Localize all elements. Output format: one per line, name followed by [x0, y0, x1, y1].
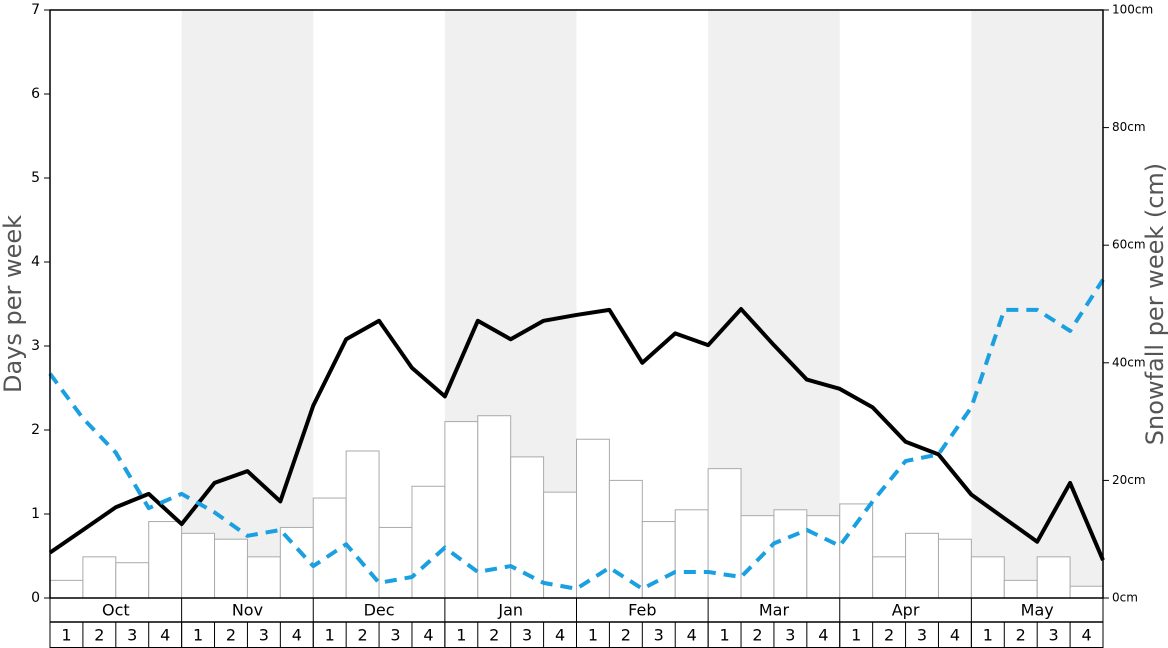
line [48, 307, 1105, 561]
week-label: 2 [1016, 626, 1026, 645]
bar [970, 556, 1005, 599]
month-label: May [1021, 601, 1054, 620]
week-label: 4 [818, 626, 828, 645]
bar [1003, 579, 1038, 599]
month-label: Feb [628, 601, 656, 620]
week-label: 4 [950, 626, 960, 645]
bar [707, 468, 742, 599]
week-label: 4 [555, 626, 565, 645]
week-label: 1 [193, 626, 203, 645]
bar [444, 421, 479, 599]
bar [740, 515, 775, 599]
week-label: 3 [390, 626, 400, 645]
y2-tick-label: 60cm [1112, 238, 1146, 252]
week-label: 1 [325, 626, 335, 645]
week-label: 2 [226, 626, 236, 645]
week-label: 2 [884, 626, 894, 645]
week-label: 3 [1049, 626, 1059, 645]
month-label: Nov [232, 601, 263, 620]
bar [937, 538, 972, 599]
bar [181, 532, 216, 599]
week-label: 2 [752, 626, 762, 645]
month-label: Apr [892, 601, 920, 620]
bar [115, 562, 150, 599]
y-tick-label: 6 [31, 86, 40, 102]
week-label: 4 [160, 626, 170, 645]
y2-tick-label: 40cm [1112, 355, 1146, 369]
week-label: 4 [423, 626, 433, 645]
bar [82, 556, 117, 599]
week-label: 3 [259, 626, 269, 645]
week-label: 3 [785, 626, 795, 645]
y-tick-label: 0 [31, 590, 40, 606]
y-axis-label: Days per week [0, 215, 27, 393]
month-label: Mar [759, 601, 790, 620]
bar [214, 538, 248, 599]
week-label: 2 [489, 626, 499, 645]
bar [576, 438, 610, 599]
week-label: 1 [719, 626, 729, 645]
week-label: 2 [358, 626, 368, 645]
y-tick-label: 4 [31, 254, 40, 270]
week-label: 3 [917, 626, 927, 645]
week-label: 4 [292, 626, 302, 645]
week-label: 1 [61, 626, 71, 645]
y-tick-label: 3 [31, 338, 40, 354]
bar [49, 579, 84, 599]
month-band [181, 10, 314, 598]
bar [510, 456, 545, 599]
bar [872, 556, 907, 599]
week-label: 1 [588, 626, 598, 645]
week-label: 4 [1081, 626, 1091, 645]
month-label: Oct [102, 601, 130, 620]
week-label: 2 [621, 626, 631, 645]
bar [641, 521, 676, 599]
week-label: 1 [983, 626, 993, 645]
y2-tick-label: 80cm [1112, 120, 1146, 134]
week-label: 3 [654, 626, 664, 645]
y2-tick-label: 0cm [1112, 591, 1138, 605]
y2-tick-label: 20cm [1112, 473, 1146, 487]
month-band [971, 10, 1103, 598]
y2-axis-label: Snowfall per week (cm) [1141, 163, 1168, 445]
y2-tick-label: 100cm [1112, 3, 1153, 17]
bar [378, 526, 413, 599]
line [48, 278, 1105, 591]
week-label: 3 [127, 626, 137, 645]
y-tick-label: 1 [31, 506, 40, 522]
y-tick-label: 7 [31, 2, 40, 18]
bar [411, 485, 446, 599]
week-label: 3 [522, 626, 532, 645]
week-label: 2 [94, 626, 104, 645]
month-label: Jan [497, 601, 523, 620]
week-label: 1 [851, 626, 861, 645]
bar [1036, 556, 1071, 599]
bar [1069, 585, 1104, 599]
bar [148, 521, 183, 599]
month-label: Dec [364, 601, 395, 620]
bar [674, 509, 709, 599]
bar [806, 515, 841, 599]
week-label: 1 [456, 626, 466, 645]
y-tick-label: 5 [31, 170, 40, 186]
y-tick-label: 2 [31, 422, 40, 438]
bar [608, 479, 643, 599]
bar [839, 503, 874, 599]
week-label: 4 [687, 626, 697, 645]
bar [905, 532, 939, 599]
bar [773, 509, 808, 599]
bar [246, 556, 281, 599]
bar [312, 497, 347, 599]
